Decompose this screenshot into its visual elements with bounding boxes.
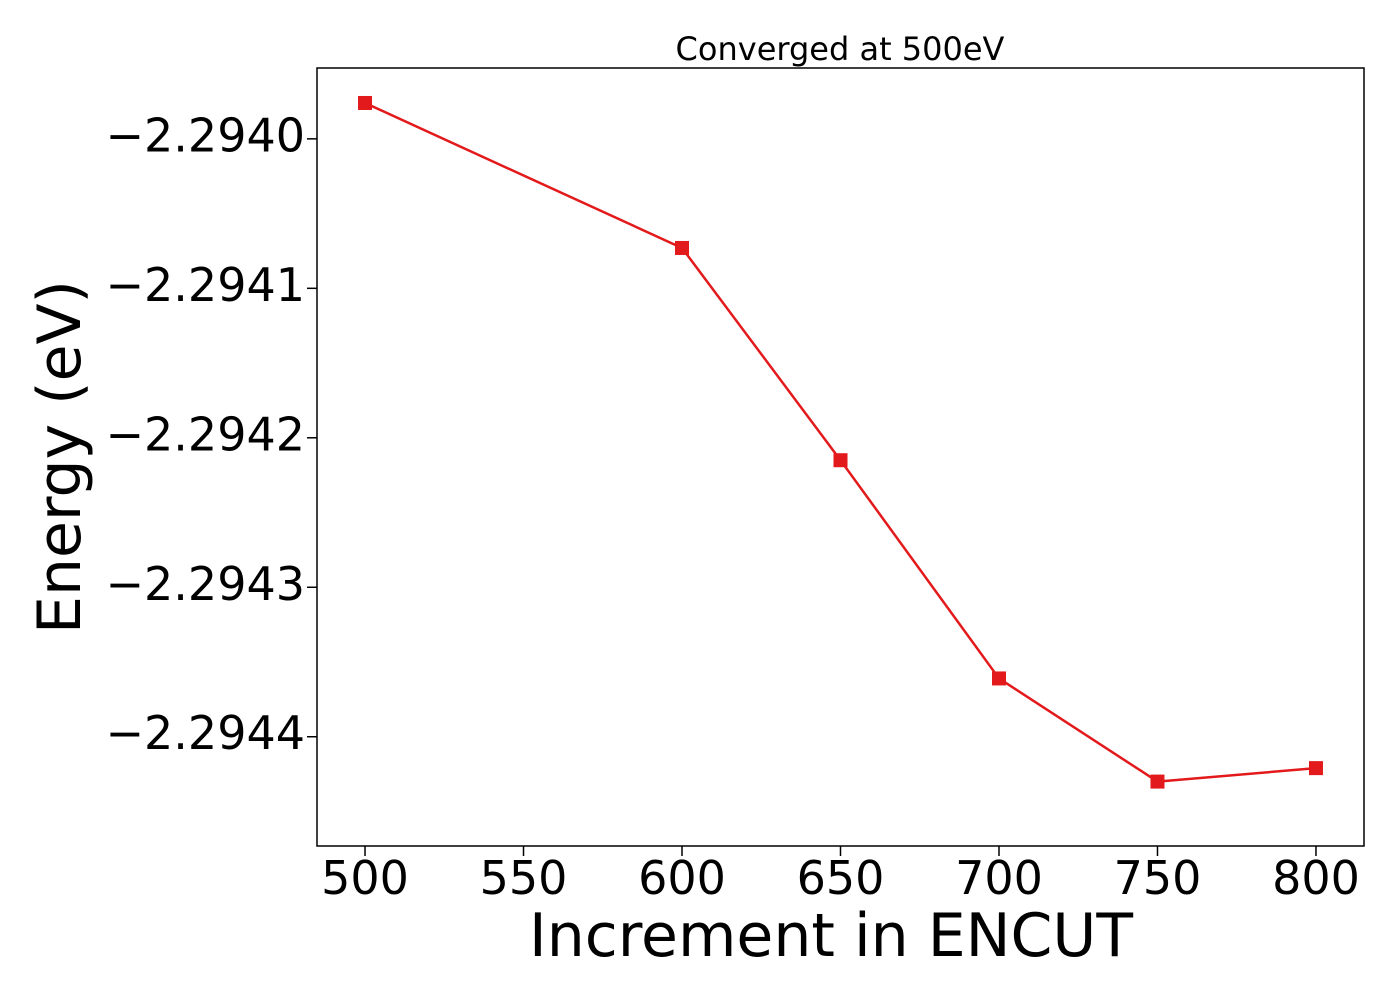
chart-title: Converged at 500eV: [676, 30, 1005, 68]
data-point-marker: [991, 671, 1006, 686]
y-axis-ticks: −2.2940 −2.2941 −2.2942 −2.2943 −2.2944: [106, 108, 317, 760]
data-point-marker: [358, 95, 373, 110]
y-axis-label: Energy (eV): [25, 280, 95, 634]
x-tick-label: 800: [1272, 851, 1360, 905]
x-tick-label: 750: [1114, 851, 1202, 905]
data-point-marker: [833, 453, 848, 468]
x-tick-label: 500: [321, 851, 409, 905]
x-tick-label: 600: [638, 851, 726, 905]
data-point-marker: [1150, 774, 1165, 789]
series-line: [363, 101, 1318, 783]
x-tick-label: 700: [955, 851, 1043, 905]
data-series-layer: [358, 95, 1323, 789]
y-tick-label: −2.2941: [106, 258, 306, 312]
x-axis-label: Increment in ENCUT: [529, 901, 1133, 971]
x-tick-label: 550: [480, 851, 568, 905]
y-tick-label: −2.2944: [106, 706, 306, 760]
y-tick-label: −2.2940: [106, 108, 306, 162]
data-point-marker: [1308, 761, 1323, 776]
y-tick-label: −2.2943: [106, 557, 306, 611]
x-axis-ticks: 500 550 600 650 700 750 800: [321, 846, 1360, 905]
x-tick-label: 650: [797, 851, 885, 905]
y-tick-label: −2.2942: [106, 407, 306, 461]
data-point-marker: [675, 240, 690, 255]
